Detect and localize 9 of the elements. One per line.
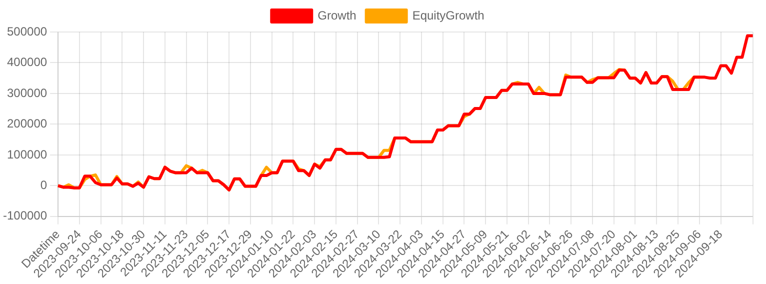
y-tick-label: 400000 — [6, 55, 48, 70]
y-tick-label: 100000 — [6, 147, 48, 162]
y-tick-label: 0 — [40, 178, 48, 192]
legend-label: EquityGrowth — [412, 8, 484, 22]
y-tick-label: -100000 — [2, 208, 48, 223]
y-tick-label: 500000 — [6, 24, 48, 38]
legend-label: Growth — [318, 8, 356, 22]
y-tick-label: 300000 — [6, 86, 48, 100]
y-tick-label: 200000 — [6, 116, 48, 131]
